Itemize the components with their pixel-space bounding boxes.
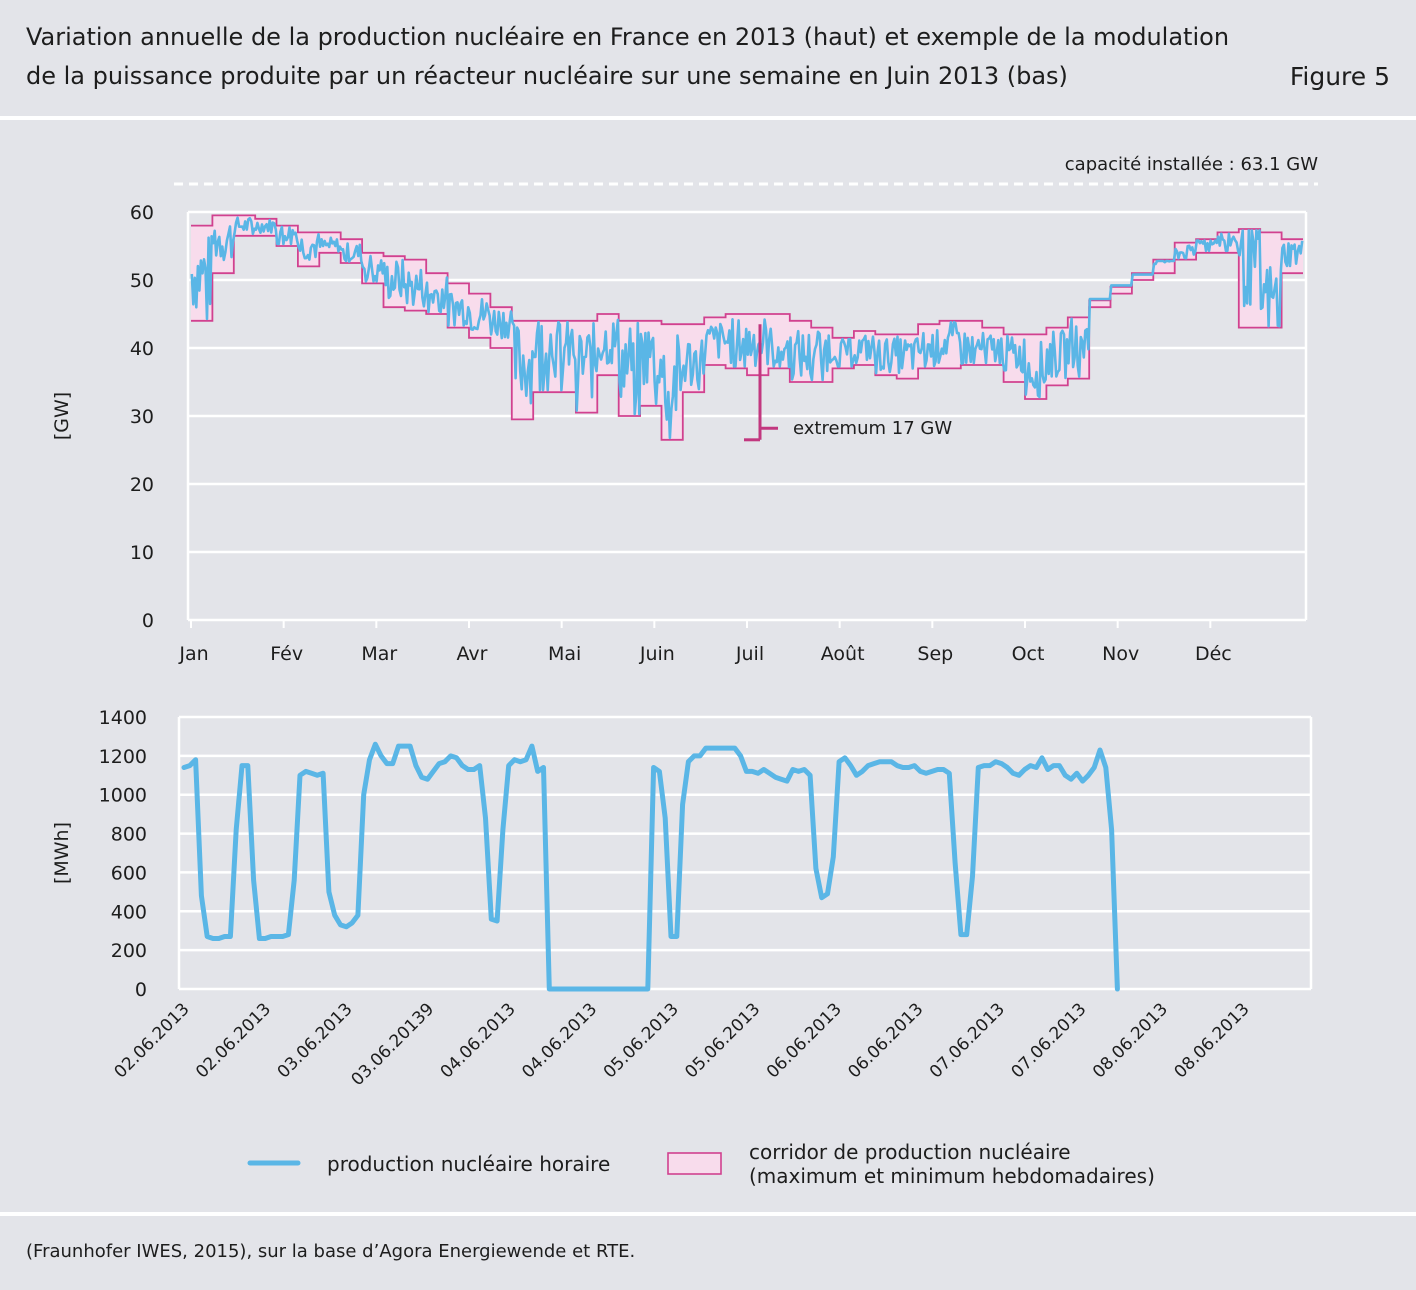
chart2-ytick-label: 1400 (99, 707, 147, 729)
chart2-ytick-label: 400 (111, 901, 147, 923)
chart1-month-label: Avr (457, 643, 488, 665)
chart1-month-label: Juin (639, 643, 675, 665)
chart1-ylabel: [GW] (51, 392, 73, 440)
chart2-ytick-label: 1000 (99, 785, 147, 807)
chart2-ytick-label: 200 (111, 940, 147, 962)
chart1-month-label: Fév (270, 643, 303, 665)
chart1-month-label: Nov (1102, 643, 1139, 665)
chart1-extremum-label: extremum 17 GW (793, 418, 952, 439)
chart2-xtick-label: 08.06.2013 (1089, 999, 1172, 1082)
figure-label: Figure 5 (1289, 62, 1390, 91)
source-note: (Fraunhofer IWES, 2015), sur la base d’A… (26, 1241, 636, 1262)
chart2-xtick-label: 04.06.2013 (518, 999, 601, 1082)
legend-corridor-swatch (667, 1152, 722, 1175)
chart1-month-label: Jan (178, 643, 208, 665)
legend-corridor-label-2: (maximum et minimum hebdomadaires) (749, 1164, 1155, 1188)
chart2-ytick-label: 0 (135, 979, 147, 1001)
chart2-ytick-label: 600 (111, 862, 147, 884)
header: Variation annuelle de la production nucl… (0, 0, 1416, 116)
chart2-xtick-label: 03.06.2013 (274, 999, 357, 1082)
title-line-2: de la puissance produite par un réacteur… (26, 62, 1068, 90)
bottom-divider (0, 1212, 1416, 1216)
chart2-ylabel: [MWh] (51, 822, 73, 884)
chart2-xtick-label: 04.06.2013 (437, 999, 520, 1082)
chart2-xtick-label: 03.06.20139 (348, 999, 439, 1090)
chart2-xtick-label: 07.06.2013 (926, 999, 1009, 1082)
chart2-ytick-label: 800 (111, 824, 147, 846)
title-line-1: Variation annuelle de la production nucl… (26, 23, 1230, 51)
chart1-month-label: Mar (361, 643, 397, 665)
chart2-ytick-label: 1200 (99, 746, 147, 768)
chart1-ytick-label: 30 (130, 406, 154, 428)
chart1-month-label: Juil (735, 643, 764, 665)
top-divider (0, 116, 1416, 120)
chart1-ytick-label: 0 (142, 610, 154, 632)
chart2-xtick-label: 05.06.2013 (600, 999, 683, 1082)
chart1-ytick-label: 20 (130, 474, 154, 496)
legend-line-label: production nucléaire horaire (327, 1152, 610, 1176)
chart1-ytick-label: 60 (130, 202, 154, 224)
chart2-xtick-label: 08.06.2013 (1171, 999, 1254, 1082)
legend-corridor-label-1: corridor de production nucléaire (749, 1140, 1071, 1164)
chart2-xtick-label: 06.06.2013 (844, 999, 927, 1082)
chart2-xtick-label: 07.06.2013 (1007, 999, 1090, 1082)
chart1-ytick-label: 50 (130, 270, 154, 292)
page-title: Variation annuelle de la production nucl… (26, 18, 1276, 96)
chart2-xtick-label: 05.06.2013 (681, 999, 764, 1082)
chart1-month-label: Sep (917, 643, 953, 665)
chart2-xtick-label: 02.06.2013 (111, 999, 194, 1082)
chart1-month-label: Mai (548, 643, 581, 665)
chart1-capacity-label: capacité installée : 63.1 GW (1065, 154, 1318, 175)
chart2-production-line (181, 741, 1120, 992)
chart2-xtick-label: 06.06.2013 (763, 999, 846, 1082)
chart1-corridor-min (191, 234, 1303, 441)
chart1-month-label: Août (821, 643, 865, 665)
chart2-xtick-label: 02.06.2013 (192, 999, 275, 1082)
chart1-ytick-label: 40 (130, 338, 154, 360)
chart1-ytick-label: 10 (130, 542, 154, 564)
chart1-month-label: Déc (1195, 643, 1232, 665)
chart1-month-label: Oct (1012, 643, 1045, 665)
chart1-hourly-line (190, 216, 1304, 440)
